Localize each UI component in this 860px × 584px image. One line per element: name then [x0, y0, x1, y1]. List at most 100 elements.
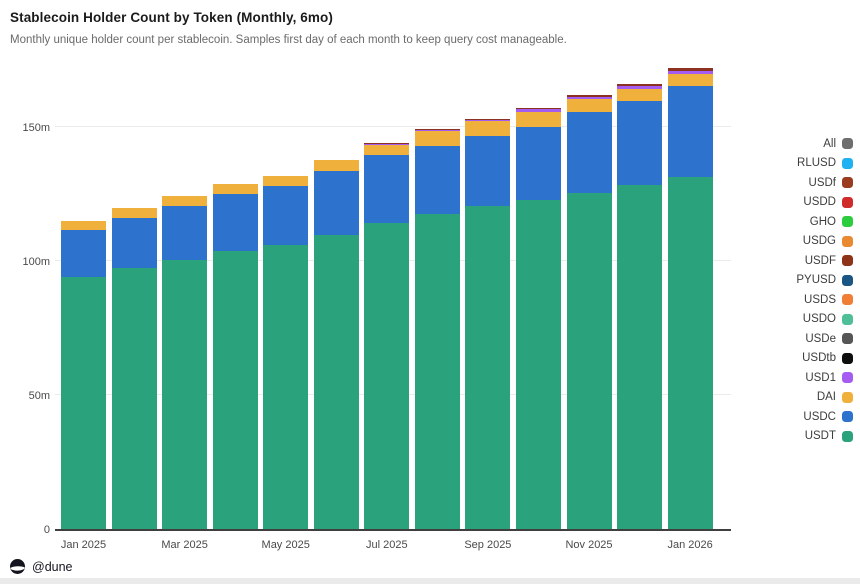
bar-segment-USDC-May-2025[interactable] [263, 185, 309, 245]
legend-item-USDC[interactable]: USDC [796, 407, 853, 427]
bar-segment-USDT-Feb-2025[interactable] [111, 268, 157, 529]
legend-item-USDT[interactable]: USDT [796, 427, 853, 447]
legend-item-USDD[interactable]: USDD [796, 193, 853, 213]
bar-segment-USDC-Feb-2025[interactable] [111, 217, 157, 268]
legend-item-All[interactable]: All [796, 134, 853, 154]
legend-item-USDe[interactable]: USDe [796, 329, 853, 349]
bar-Feb-2025[interactable] [111, 208, 157, 529]
bar-segment-USD1-Jan-2026[interactable] [667, 71, 713, 75]
bar-segment-USDT-Jan-2026[interactable] [667, 177, 713, 529]
bar-segment-Others-Jul-2025[interactable] [364, 142, 410, 144]
bar-Sep-2025[interactable] [465, 118, 511, 529]
legend-item-GHO[interactable]: GHO [796, 212, 853, 232]
bar-segment-USDC-Mar-2025[interactable] [162, 205, 208, 260]
legend-label-USDG: USDG [802, 235, 836, 248]
bar-segment-Others-Nov-2025[interactable] [566, 95, 612, 98]
bar-segment-USDT-Mar-2025[interactable] [162, 259, 208, 529]
bar-segment-DAI-Mar-2025[interactable] [162, 195, 208, 206]
bar-segment-Others-Aug-2025[interactable] [414, 128, 460, 131]
bar-segment-USDT-Aug-2025[interactable] [414, 214, 460, 529]
legend-label-USDtb: USDtb [802, 352, 836, 365]
bar-segment-DAI-Nov-2025[interactable] [566, 99, 612, 113]
legend-swatch-All [842, 138, 853, 150]
bar-segment-DAI-Feb-2025[interactable] [111, 208, 157, 218]
bar-segment-Others-Jan-2026[interactable] [667, 68, 713, 72]
bar-segment-USDC-Nov-2025[interactable] [566, 112, 612, 193]
bar-segment-Others-Oct-2025[interactable] [515, 108, 561, 110]
bar-segment-USD1-Jul-2025[interactable] [364, 143, 410, 146]
bar-segment-USDC-Aug-2025[interactable] [414, 146, 460, 215]
bar-Nov-2025[interactable] [566, 95, 612, 529]
bar-segment-DAI-Jan-2026[interactable] [667, 74, 713, 87]
bar-May-2025[interactable] [263, 175, 309, 529]
legend-label-DAI: DAI [816, 391, 836, 404]
legend-item-USDG[interactable]: USDG [796, 232, 853, 252]
chart-subtitle: Monthly unique holder count per stableco… [10, 34, 567, 46]
bar-Jul-2025[interactable] [364, 142, 410, 529]
legend-label-USDS: USDS [804, 293, 836, 306]
legend-item-USDF[interactable]: USDF [796, 251, 853, 271]
bar-segment-DAI-Dec-2025[interactable] [617, 88, 663, 101]
legend-item-USDS[interactable]: USDS [796, 290, 853, 310]
legend-item-USD1[interactable]: USD1 [796, 368, 853, 388]
legend-item-RLUSD[interactable]: RLUSD [796, 154, 853, 174]
bar-segment-USDT-Jun-2025[interactable] [313, 235, 359, 529]
legend-item-PYUSD[interactable]: PYUSD [796, 271, 853, 291]
bar-segment-USDT-Dec-2025[interactable] [617, 184, 663, 529]
bar-Dec-2025[interactable] [617, 83, 663, 529]
bar-segment-DAI-Jun-2025[interactable] [313, 160, 359, 171]
bar-Aug-2025[interactable] [414, 128, 460, 529]
bar-segment-USDC-Jun-2025[interactable] [313, 170, 359, 235]
bar-segment-USDT-Jul-2025[interactable] [364, 223, 410, 529]
bar-Jun-2025[interactable] [313, 159, 359, 529]
bar-segment-DAI-May-2025[interactable] [263, 176, 309, 186]
bar-segment-USDT-Nov-2025[interactable] [566, 192, 612, 529]
bar-segment-DAI-Sep-2025[interactable] [465, 121, 511, 137]
bar-segment-USDC-Sep-2025[interactable] [465, 136, 511, 206]
bar-segment-Others-Jun-2025[interactable] [313, 159, 359, 161]
bar-segment-USD1-Dec-2025[interactable] [617, 86, 663, 89]
gridline-150m [55, 126, 731, 127]
legend-item-USDf[interactable]: USDf [796, 173, 853, 193]
bar-segment-USD1-Aug-2025[interactable] [414, 130, 460, 132]
bar-segment-USDC-Jan-2026[interactable] [667, 86, 713, 178]
legend-item-USDtb[interactable]: USDtb [796, 349, 853, 369]
bar-Jan-2025[interactable] [61, 221, 106, 529]
bar-segment-DAI-Aug-2025[interactable] [414, 131, 460, 147]
dune-handle[interactable]: @dune [32, 559, 73, 574]
bar-segment-Others-Dec-2025[interactable] [617, 83, 663, 87]
bar-segment-USDC-Apr-2025[interactable] [212, 194, 258, 251]
bar-segment-USDT-Oct-2025[interactable] [515, 199, 561, 529]
bar-segment-DAI-Apr-2025[interactable] [212, 184, 258, 195]
bar-Oct-2025[interactable] [515, 108, 561, 529]
bar-segment-USDT-Jan-2025[interactable] [61, 277, 106, 529]
legend-swatch-DAI [842, 391, 853, 403]
bar-segment-USDC-Jan-2025[interactable] [61, 230, 106, 278]
x-tick-May-2025: May 2025 [261, 539, 310, 551]
bar-segment-USDC-Jul-2025[interactable] [364, 154, 410, 224]
bar-segment-USD1-Oct-2025[interactable] [515, 109, 561, 113]
x-tick-Sep-2025: Sep 2025 [464, 539, 512, 551]
bar-segment-DAI-Jan-2025[interactable] [61, 221, 106, 231]
bar-segment-USDT-Apr-2025[interactable] [212, 250, 258, 529]
bar-segment-USDT-May-2025[interactable] [263, 244, 309, 529]
bar-Mar-2025[interactable] [162, 195, 208, 529]
legend-label-USDO: USDO [802, 313, 836, 326]
bar-segment-USD1-Nov-2025[interactable] [566, 97, 612, 100]
bar-segment-USD1-Sep-2025[interactable] [465, 120, 511, 122]
bar-segment-DAI-Jul-2025[interactable] [364, 145, 410, 155]
legend-swatch-USDO [842, 313, 853, 325]
bar-segment-USDC-Oct-2025[interactable] [515, 126, 561, 200]
legend-item-USDO[interactable]: USDO [796, 310, 853, 330]
bar-segment-USDC-Dec-2025[interactable] [617, 100, 663, 185]
bar-segment-DAI-Oct-2025[interactable] [515, 112, 561, 127]
legend-item-DAI[interactable]: DAI [796, 388, 853, 408]
bar-segment-USDT-Sep-2025[interactable] [465, 205, 511, 529]
x-tick-Mar-2025: Mar 2025 [161, 539, 208, 551]
bar-Apr-2025[interactable] [212, 184, 258, 529]
legend-label-USDe: USDe [805, 332, 836, 345]
bar-Jan-2026[interactable] [667, 68, 713, 529]
bar-segment-Others-Sep-2025[interactable] [465, 118, 511, 121]
x-tick-Jan-2026: Jan 2026 [667, 539, 713, 551]
legend-swatch-USDG [842, 235, 853, 247]
